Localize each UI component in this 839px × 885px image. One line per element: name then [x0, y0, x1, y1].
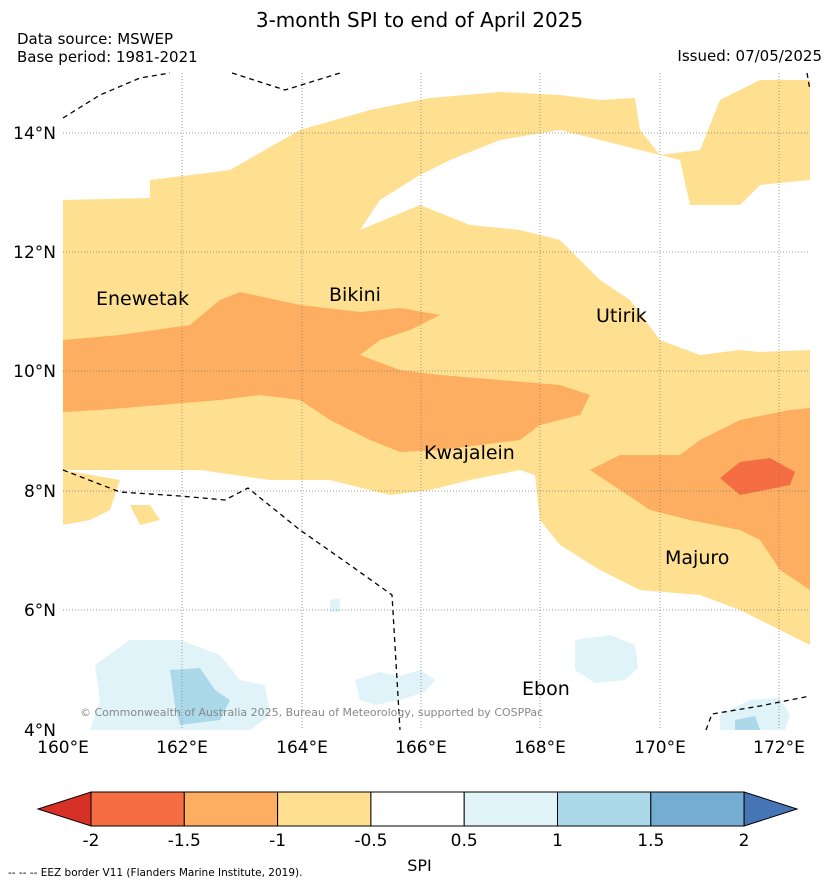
- colorbar-segment: [650, 791, 745, 827]
- lon-label: 162°E: [156, 738, 208, 758]
- spi-region-moderate: [590, 408, 810, 590]
- lat-label: 10°N: [13, 362, 56, 382]
- place-enewetak: Enewetak: [96, 288, 189, 310]
- data-source-line: Data source: MSWEP: [17, 30, 174, 48]
- spi-region-severe: [720, 458, 795, 495]
- colorbar-segment: [183, 791, 279, 827]
- eez-border: [62, 72, 811, 731]
- lon-label: 168°E: [514, 738, 566, 758]
- place-kwajalein: Kwajalein: [424, 442, 515, 464]
- colorbar-tick-label: -1: [269, 831, 286, 851]
- place-utirik: Utirik: [596, 305, 647, 327]
- lat-label: 6°N: [24, 601, 56, 621]
- colorbar-tick-label: 1: [552, 831, 563, 851]
- lat-label: 14°N: [13, 124, 56, 144]
- spi-region-wet: [330, 598, 340, 612]
- spi-region-dry: [63, 470, 120, 525]
- place-labels: Enewetak Bikini Utirik Kwajalein Majuro …: [96, 284, 729, 700]
- eez-border-note: -- -- -- EEZ border V11 (Flanders Marine…: [8, 867, 303, 879]
- lon-label: 172°E: [753, 738, 805, 758]
- colorbar-extend-low: [36, 791, 92, 827]
- colorbar-tick-label: -2: [83, 831, 100, 851]
- lon-label: 160°E: [37, 738, 89, 758]
- lat-label: 8°N: [24, 482, 56, 502]
- spi-region-dry: [63, 80, 810, 645]
- colorbar-segment: [463, 791, 559, 827]
- colorbar-segment: [370, 791, 465, 827]
- lat-label: 4°N: [24, 721, 56, 741]
- place-bikini: Bikini: [329, 284, 381, 306]
- colorbar: -2 -1.5 -1 -0.5 0.5 1 1.5 2: [36, 791, 799, 851]
- colorbar-segment: [277, 791, 372, 827]
- colorbar-tick-label: 1.5: [637, 831, 664, 851]
- latitude-labels: 14°N 12°N 10°N 8°N 6°N 4°N: [13, 124, 56, 741]
- spi-region-moderate: [63, 292, 590, 452]
- base-period-line: Base period: 1981-2021: [17, 48, 198, 66]
- place-ebon: Ebon: [522, 678, 570, 700]
- colorbar-extend-high: [743, 791, 799, 827]
- colorbar-tick-label: -1.5: [168, 831, 201, 851]
- data-source-block: Data source: MSWEP Base period: 1981-202…: [17, 30, 198, 66]
- lon-label: 164°E: [276, 738, 328, 758]
- spi-region-dry: [130, 505, 160, 525]
- issued-date: Issued: 07/05/2025: [677, 47, 822, 65]
- colorbar-title: SPI: [407, 856, 432, 875]
- lon-label: 170°E: [634, 738, 686, 758]
- longitude-labels: 160°E 162°E 164°E 166°E 168°E 170°E 172°…: [37, 738, 805, 758]
- lon-label: 166°E: [395, 738, 447, 758]
- colorbar-tick-label: 0.5: [451, 831, 478, 851]
- spi-region-wet: [170, 668, 230, 725]
- spi-fill-layer: [63, 73, 810, 730]
- place-majuro: Majuro: [665, 547, 729, 569]
- copyright-notice: © Commonwealth of Australia 2025, Bureau…: [80, 706, 544, 719]
- spi-region-wet: [355, 670, 435, 705]
- spi-map: 14°N 12°N 10°N 8°N 6°N 4°N 160°E 162°E 1…: [13, 72, 811, 758]
- spi-region-wet: [575, 635, 638, 683]
- colorbar-tick-label: 2: [739, 831, 750, 851]
- colorbar-tick-label: -0.5: [354, 831, 387, 851]
- spi-region-wet: [735, 716, 760, 730]
- lat-label: 12°N: [13, 243, 56, 263]
- colorbar-segment: [557, 791, 652, 827]
- map-title: 3-month SPI to end of April 2025: [255, 8, 584, 32]
- colorbar-segment: [90, 791, 185, 827]
